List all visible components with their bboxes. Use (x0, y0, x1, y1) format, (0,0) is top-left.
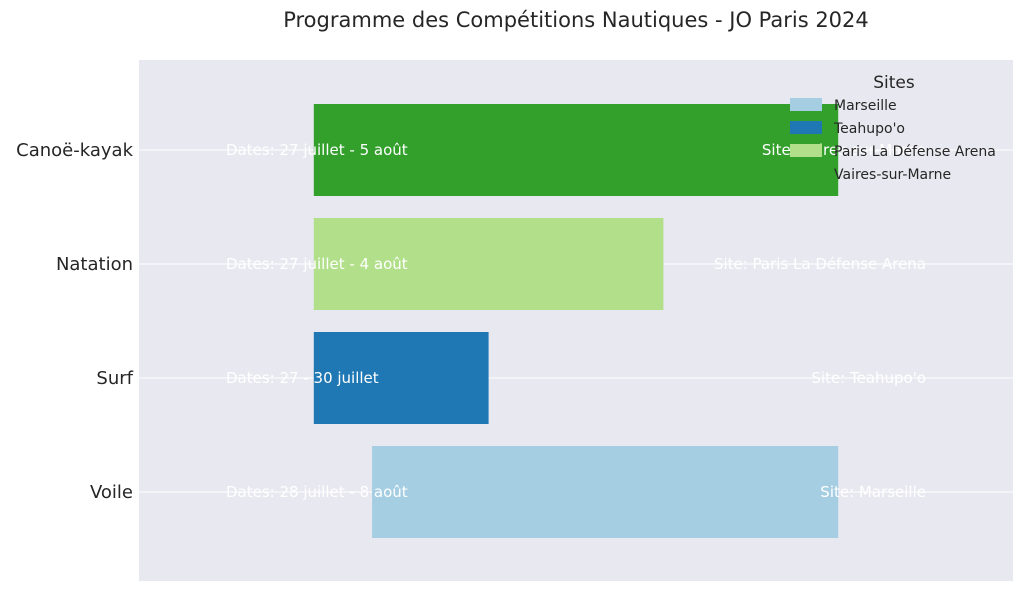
chart-title: Programme des Compétitions Nautiques - J… (283, 8, 869, 32)
legend-label: Paris La Défense Arena (834, 144, 996, 160)
legend-title: Sites (873, 73, 915, 93)
site-label: Site: Teahupo'o (811, 369, 926, 387)
legend: Sites Marseille Teahupo'o Paris La Défense … (790, 73, 996, 183)
dates-label: Dates: 27 juillet - 5 août (226, 141, 408, 159)
legend-label: Marseille (834, 98, 897, 114)
bar-natation (313, 218, 664, 310)
category-label: Surf (96, 368, 133, 389)
category-label: Canoë-kayak (16, 140, 133, 161)
legend-label: Teahupo'o (833, 121, 905, 137)
dates-label: Dates: 27 juillet - 4 août (226, 255, 408, 273)
legend-swatch (790, 144, 822, 157)
legend-swatch (790, 167, 822, 180)
legend-swatch (790, 121, 822, 134)
bars (139, 104, 1013, 538)
site-label: Site: Paris La Défense Arena (714, 255, 926, 273)
bar-surf (313, 332, 489, 424)
bar-voile (372, 446, 839, 538)
category-label: Natation (56, 254, 133, 275)
dates-label: Dates: 27 - 30 juillet (226, 369, 379, 387)
legend-swatch (790, 98, 822, 111)
dates-label: Dates: 28 juillet - 8 août (226, 483, 408, 501)
legend-label: Vaires-sur-Marne (834, 167, 951, 183)
site-label: Site: Marseille (820, 483, 926, 501)
bar-cano-kayak (313, 104, 839, 196)
category-label: Voile (90, 482, 133, 503)
